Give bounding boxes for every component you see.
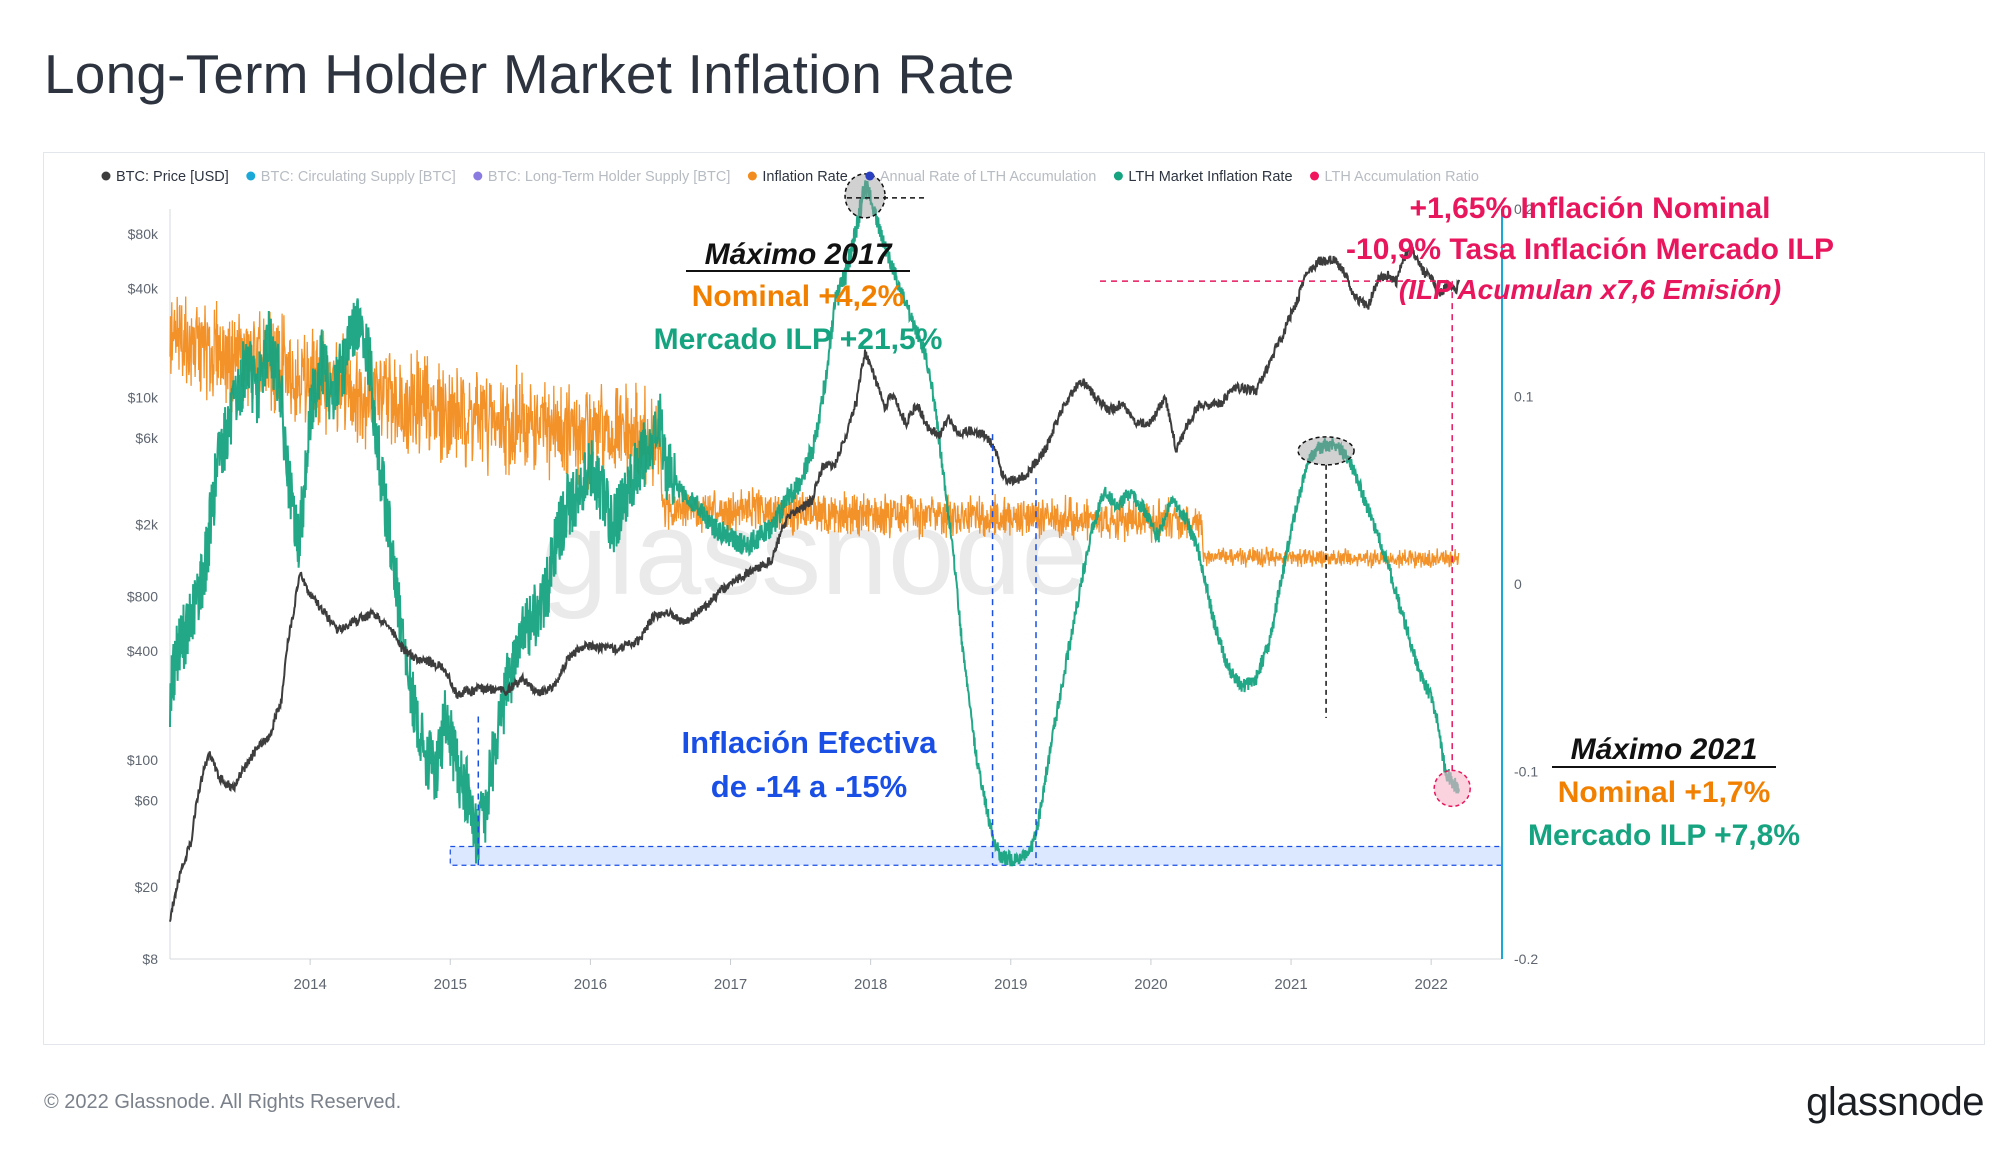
current-line3: (ILP Acumulan x7,6 Emisión) (1399, 274, 1781, 305)
legend-label: LTH Market Inflation Rate (1128, 169, 1292, 185)
legend[interactable]: BTC: Price [USD] BTC: Circulating Supply … (101, 169, 1479, 185)
series-layer (169, 180, 1461, 922)
marker-max-2021 (1297, 436, 1355, 466)
legend-label: Inflation Rate (762, 169, 847, 185)
y-left-tick-label: $2k (135, 516, 159, 532)
legend-swatch (473, 171, 483, 181)
y-right-tick-label: 0.1 (1514, 389, 1534, 405)
x-tick-label: 2022 (1414, 976, 1447, 993)
legend-swatch (865, 171, 875, 181)
max-2017-nominal: Nominal +4,2% (692, 280, 905, 313)
y-left-tick-label: $800 (127, 589, 158, 605)
legend-swatch (1310, 171, 1320, 181)
legend-item[interactable]: BTC: Circulating Supply [BTC] (246, 169, 456, 185)
y-left-tick-label: $40k (128, 281, 159, 297)
page-title: Long-Term Holder Market Inflation Rate (44, 43, 1015, 105)
effective-line1: Inflación Efectiva (682, 725, 938, 760)
y-right-tick-label: 0 (1514, 576, 1522, 592)
axes-layer: $8 $20 $60 $100 $400 $800 $2k $6k $10k $40k $80k 0.… (127, 201, 1538, 993)
y-left-tick-label: $100 (127, 752, 158, 768)
effective-inflation-band (449, 845, 1503, 866)
annotations-layer: Máximo 2017 Nominal +4,2% Mercado ILP +21,… (654, 192, 1834, 852)
x-tick-label: 2021 (1274, 976, 1307, 993)
legend-item[interactable]: BTC: Price [USD] (101, 169, 229, 185)
legend-label: BTC: Price [USD] (116, 169, 229, 185)
legend-item[interactable]: LTH Accumulation Ratio (1310, 169, 1479, 185)
max-2021-nominal: Nominal +1,7% (1558, 776, 1771, 809)
band-layer (449, 845, 1503, 866)
y-left-tick-label: $400 (127, 643, 158, 659)
legend-item[interactable]: Annual Rate of LTH Accumulation (865, 169, 1096, 185)
x-tick-label: 2017 (714, 976, 747, 993)
legend-label: BTC: Circulating Supply [BTC] (261, 169, 456, 185)
legend-item[interactable]: LTH Market Inflation Rate (1113, 169, 1293, 185)
max-2017-market: Mercado ILP +21,5% (654, 323, 943, 356)
legend-label: BTC: Long-Term Holder Supply [BTC] (488, 169, 731, 185)
x-tick-label: 2019 (994, 976, 1027, 993)
max-2017-heading: Máximo 2017 (705, 238, 893, 271)
legend-swatch (101, 171, 111, 181)
y-left-tick-label: $60 (135, 792, 159, 808)
legend-label: LTH Accumulation Ratio (1325, 169, 1479, 185)
y-right-tick-label: -0.2 (1514, 951, 1538, 967)
legend-swatch (1113, 171, 1123, 181)
effective-line2: de -14 a -15% (711, 769, 907, 804)
x-tick-label: 2018 (854, 976, 887, 993)
legend-item[interactable]: Inflation Rate (747, 169, 848, 185)
series-lth-market-inflation-rate (169, 180, 1460, 867)
legend-item[interactable]: BTC: Long-Term Holder Supply [BTC] (473, 169, 730, 185)
x-tick-label: 2020 (1134, 976, 1167, 993)
x-tick-label: 2016 (574, 976, 607, 993)
copyright-footer: © 2022 Glassnode. All Rights Reserved. (44, 1091, 402, 1113)
series-btc-price (169, 245, 1461, 922)
max-2021-heading: Máximo 2021 (1571, 733, 1758, 766)
legend-swatch (246, 171, 256, 181)
y-left-tick-label: $10k (128, 390, 159, 406)
series-inflation-rate (169, 296, 1460, 569)
marker-max-2017 (844, 173, 886, 219)
y-left-tick-label: $80k (128, 226, 159, 242)
legend-label: Annual Rate of LTH Accumulation (880, 169, 1097, 185)
max-2021-market: Mercado ILP +7,8% (1528, 819, 1800, 852)
brand-logo: glassnode (1806, 1080, 1984, 1124)
x-tick-label: 2014 (293, 976, 326, 993)
current-line2: -10,9% Tasa Inflación Mercado ILP (1346, 233, 1834, 266)
chart-svg: glassnode $8$20$60$100$400$800$2k$6k$10k… (101, 169, 1834, 993)
chart-frame: glassnode $8 $20 $60 $100 $400 $800 $2k $6k $10k… (43, 152, 1985, 1045)
y-right-tick-label: -0.1 (1514, 764, 1538, 780)
y-left-tick-label: $6k (135, 430, 159, 446)
current-line1: +1,65% Inflación Nominal (1410, 192, 1771, 225)
overlay-layer (477, 173, 1471, 866)
legend-swatch (747, 171, 757, 181)
y-left-tick-label: $20 (135, 879, 159, 895)
marker-current (1433, 769, 1471, 808)
y-right-tick-label: 0.2 (1514, 201, 1534, 217)
x-tick-label: 2015 (434, 976, 467, 993)
y-left-tick-label: $8 (142, 951, 158, 967)
